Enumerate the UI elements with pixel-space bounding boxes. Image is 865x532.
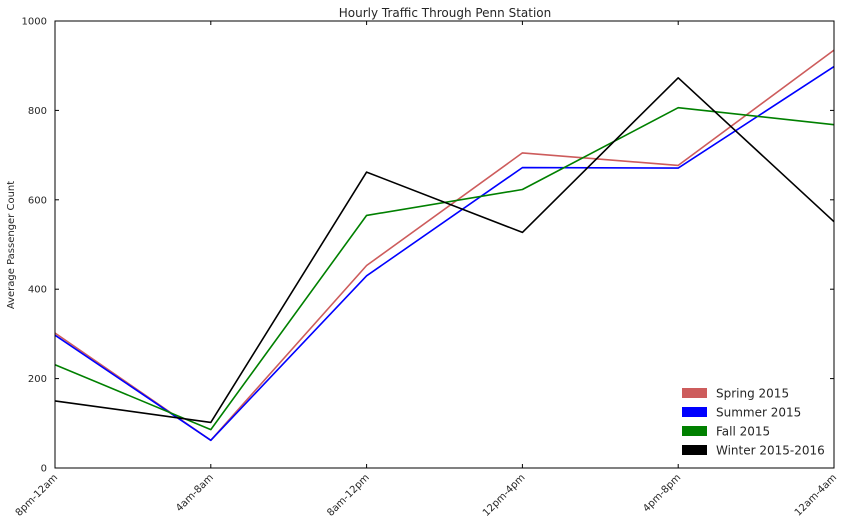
plot-area-frame — [54, 20, 835, 469]
legend-label: Summer 2015 — [716, 406, 801, 420]
x-tick-label: 8pm-12am — [14, 472, 60, 518]
y-tick-label: 800 — [28, 106, 47, 117]
y-axis-label: Average Passenger Count — [6, 181, 17, 309]
chart-title: Hourly Traffic Through Penn Station — [339, 6, 552, 20]
series-line-winter-2015-2016 — [54, 77, 835, 424]
series-line-summer-2015 — [54, 65, 835, 442]
legend-swatch — [682, 445, 707, 455]
series-line-spring-2015 — [54, 49, 835, 442]
legend-label: Fall 2015 — [716, 425, 770, 439]
legend-swatch — [682, 407, 707, 417]
x-tick-label: 4pm-8pm — [641, 472, 683, 514]
x-tick-label: 4am-8am — [174, 472, 216, 514]
x-tick-label: 12am-4am — [793, 472, 839, 518]
x-tick-label: 8am-12pm — [325, 472, 371, 518]
y-tick-label: 600 — [28, 195, 47, 206]
legend: Spring 2015 Summer 2015 Fall 2015 Winter 20… — [682, 387, 825, 458]
y-axis-ticks: 0 200 400 600 800 1000 — [22, 17, 834, 475]
series-lines — [54, 49, 835, 442]
legend-swatch — [682, 426, 707, 436]
y-tick-label: 200 — [28, 374, 47, 385]
legend-label: Winter 2015-2016 — [716, 444, 825, 458]
y-tick-label: 1000 — [22, 17, 47, 28]
y-tick-label: 400 — [28, 285, 47, 296]
legend-swatch — [682, 388, 707, 398]
legend-label: Spring 2015 — [716, 387, 789, 401]
y-tick-label: 0 — [41, 464, 47, 475]
series-line-fall-2015 — [54, 106, 835, 431]
x-tick-label: 12pm-4pm — [481, 472, 528, 519]
